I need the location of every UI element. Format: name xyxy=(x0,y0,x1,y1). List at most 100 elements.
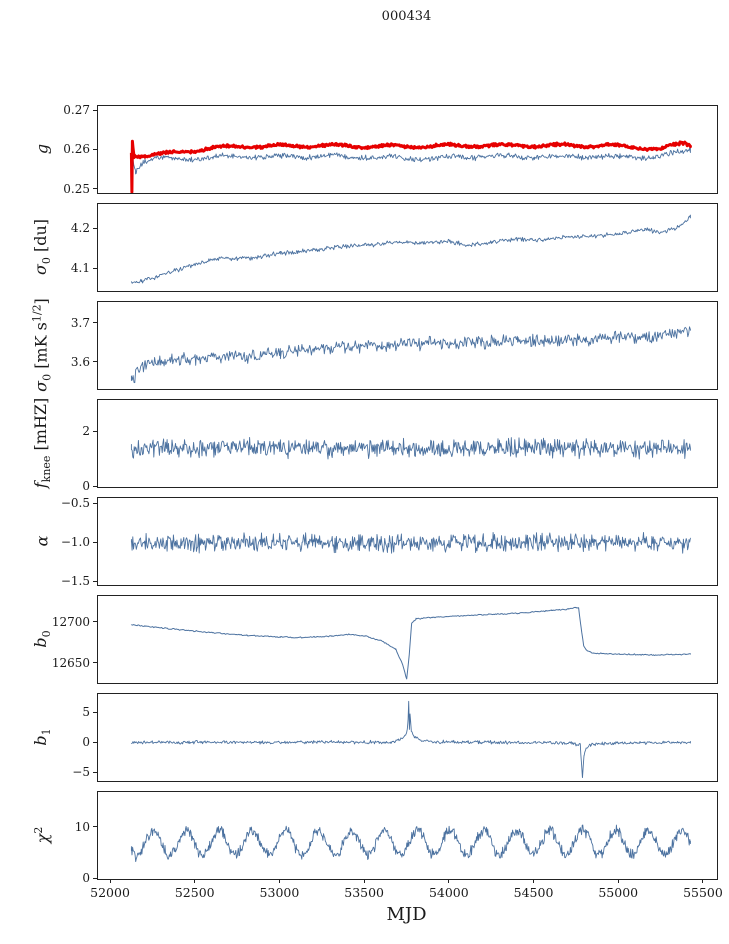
y-axis-title-part: σ xyxy=(31,263,50,275)
x-tick-mark xyxy=(702,879,704,883)
x-tick-label: 52000 xyxy=(90,885,130,900)
y-tick-mark xyxy=(93,877,97,879)
series-fknee xyxy=(130,436,691,460)
y-axis-title-part: 0 xyxy=(40,629,53,637)
chart-panel-fknee xyxy=(97,399,718,488)
plot-area-b1 xyxy=(130,700,691,779)
chart-panel-chi2 xyxy=(97,791,718,880)
y-axis-title-part: g xyxy=(32,143,52,154)
plot-area-alpha xyxy=(130,532,691,554)
chart-panel-g xyxy=(97,105,718,194)
y-tick-label: −0.5 xyxy=(60,496,90,510)
y-axis-title-part: b xyxy=(31,734,50,746)
series-alpha xyxy=(130,532,691,554)
series-b1 xyxy=(130,700,691,779)
y-axis-title-part: f xyxy=(31,481,50,488)
y-tick-label: 12700 xyxy=(51,614,90,629)
x-tick-label: 54500 xyxy=(513,885,554,900)
series-g-fit xyxy=(129,139,692,193)
y-axis-title-b0: b0 xyxy=(31,630,53,647)
x-tick-label: 52500 xyxy=(174,885,215,900)
x-tick-label: 55000 xyxy=(598,885,639,900)
chart-title: 000434 xyxy=(381,9,432,24)
y-tick-mark xyxy=(93,826,97,828)
x-tick-mark xyxy=(533,879,535,883)
y-tick-label: −1.5 xyxy=(60,574,90,589)
y-axis-title-part: [mK s xyxy=(31,321,51,374)
y-tick-mark xyxy=(93,502,97,504)
chart-panel-b0 xyxy=(97,595,718,684)
y-tick-label: 3.7 xyxy=(70,315,90,330)
y-tick-label: 0 xyxy=(82,735,90,750)
series-sigma0-du xyxy=(130,214,691,284)
x-tick-mark xyxy=(448,879,450,883)
y-tick-mark xyxy=(93,662,97,664)
y-tick-mark xyxy=(93,148,97,150)
y-tick-mark xyxy=(93,485,97,487)
y-tick-mark xyxy=(93,771,97,773)
chart-panel-alpha xyxy=(97,497,718,586)
y-tick-label: 4.1 xyxy=(70,261,90,275)
x-tick-label: 54000 xyxy=(428,885,469,900)
y-tick-mark xyxy=(93,109,97,111)
y-axis-title-part: χ xyxy=(33,833,52,843)
y-tick-mark xyxy=(93,741,97,743)
x-tick-mark xyxy=(278,879,280,883)
y-axis-title-part: 1/2 xyxy=(30,303,44,322)
plot-area-chi2 xyxy=(130,824,691,863)
y-tick-mark xyxy=(93,580,97,582)
series-b0 xyxy=(130,606,691,680)
x-tick-label: 53000 xyxy=(259,885,300,900)
y-axis-title-part: [mHZ] xyxy=(31,397,50,456)
y-tick-label: 5 xyxy=(82,705,90,720)
x-tick-mark xyxy=(617,879,619,883)
y-tick-mark xyxy=(93,430,97,432)
series-g-raw xyxy=(130,147,691,175)
y-tick-label: 2 xyxy=(82,424,90,439)
plot-area-sigma0-mk xyxy=(130,326,691,384)
x-tick-mark xyxy=(109,879,111,883)
y-axis-title-part: α xyxy=(32,535,52,546)
y-axis-title-part: knee xyxy=(40,455,53,482)
y-axis-title-sigma0-du: σ0 [du] xyxy=(31,218,53,274)
plot-area-sigma0-du xyxy=(130,214,691,284)
y-tick-mark xyxy=(93,188,97,190)
y-tick-mark xyxy=(93,322,97,324)
y-tick-label: 0.25 xyxy=(63,181,90,196)
y-axis-title-fknee: fknee [mHZ] xyxy=(31,397,53,488)
series-chi2 xyxy=(130,824,691,863)
y-tick-mark xyxy=(93,361,97,363)
y-tick-label: 12650 xyxy=(51,655,90,670)
y-tick-label: 3.6 xyxy=(70,354,90,369)
chart-panel-sigma0-du xyxy=(97,203,718,292)
x-axis-title: MJD xyxy=(386,904,427,925)
y-axis-title-part: b xyxy=(31,636,50,648)
y-tick-mark xyxy=(93,541,97,543)
y-tick-label: 10 xyxy=(74,819,90,834)
y-axis-title-part: 1 xyxy=(40,727,53,735)
x-tick-mark xyxy=(363,879,365,883)
chart-panel-b1 xyxy=(97,693,718,782)
chart-panel-sigma0-mk xyxy=(97,301,718,390)
x-tick-label: 55500 xyxy=(683,885,723,900)
y-axis-title-part: 2 xyxy=(32,826,45,834)
y-tick-label: 0.27 xyxy=(63,103,90,118)
y-tick-label: 0.26 xyxy=(63,142,90,157)
y-axis-title-b1: b1 xyxy=(31,728,53,745)
y-tick-mark xyxy=(93,621,97,623)
y-tick-label: 0 xyxy=(82,479,90,493)
plot-area-g xyxy=(129,139,692,193)
y-tick-mark xyxy=(93,227,97,229)
series-sigma0-mk xyxy=(130,326,691,384)
y-tick-mark xyxy=(93,267,97,269)
plot-area-b0 xyxy=(130,606,691,680)
x-tick-mark xyxy=(194,879,196,883)
y-axis-title-part: ] xyxy=(31,297,51,304)
y-axis-title-g: g xyxy=(33,143,52,153)
y-axis-title-alpha: α xyxy=(33,535,52,546)
y-axis-title-part: 0 xyxy=(40,256,53,264)
y-tick-label: −1.0 xyxy=(60,535,90,550)
x-tick-label: 53500 xyxy=(344,885,385,900)
y-tick-label: 0 xyxy=(82,871,90,885)
